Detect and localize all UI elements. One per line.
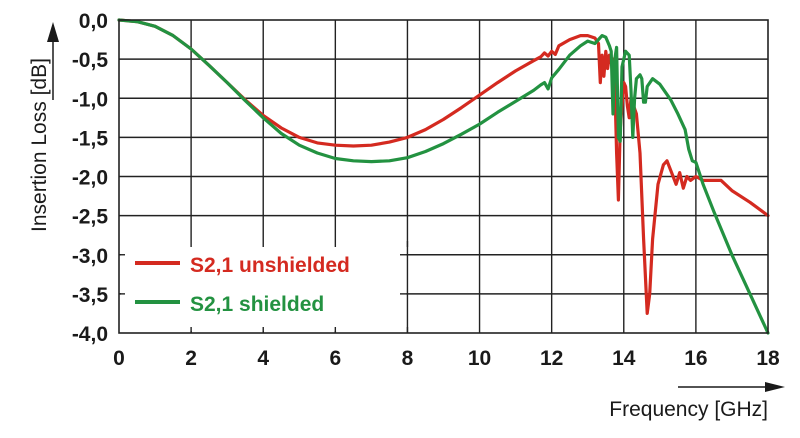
y-tick-label: -2,5: [72, 206, 109, 229]
y-tick-label: -1,0: [72, 88, 108, 111]
x-tick-label: 18: [756, 347, 780, 370]
x-axis-ticks: 0 2 4 6 8 10 12 14 16 18: [113, 347, 780, 370]
plot-frame: [118, 19, 769, 334]
y-axis-ticks: 0,0 -0,5 -1,0 -1,5 -2,0 -2,5 -3,0 -3,5 -4,0: [72, 10, 109, 346]
legend-background: [121, 241, 406, 331]
series-line-shielded: [117, 18, 770, 335]
plot-curves: [117, 18, 770, 335]
x-tick-label: 12: [540, 347, 563, 370]
series-line-unshielded: [117, 18, 770, 315]
x-axis-label: Frequency [GHz]: [609, 398, 768, 421]
legend: S2,1 unshielded S2,1 shielded: [119, 241, 409, 333]
x-tick-label: 4: [257, 347, 269, 370]
y-tick-label: -4,0: [72, 323, 108, 346]
x-tick-label: 10: [468, 347, 491, 370]
y-axis-label: Insertion Loss [dB]: [28, 58, 51, 232]
legend-label-shielded: S2,1 shielded: [190, 293, 324, 316]
y-tick-label: -1,5: [72, 127, 109, 150]
legend-label-unshielded: S2,1 unshielded: [190, 254, 350, 277]
x-tick-label: 14: [612, 347, 636, 370]
x-tick-label: 6: [329, 347, 341, 370]
y-tick-label: -2,0: [72, 167, 108, 190]
y-tick-label: -3,0: [72, 245, 108, 268]
x-tick-label: 0: [113, 347, 125, 370]
x-tick-label: 2: [185, 347, 197, 370]
x-axis-arrow-icon: [765, 382, 785, 392]
x-tick-label: 16: [684, 347, 707, 370]
plot-grid: [119, 20, 768, 333]
y-tick-label: -0,5: [72, 49, 109, 72]
y-tick-label: -3,5: [72, 284, 109, 307]
y-tick-label: 0,0: [79, 10, 108, 33]
y-axis-arrow-icon: [47, 22, 59, 42]
plot-border: [118, 19, 769, 334]
x-tick-label: 8: [402, 347, 414, 370]
